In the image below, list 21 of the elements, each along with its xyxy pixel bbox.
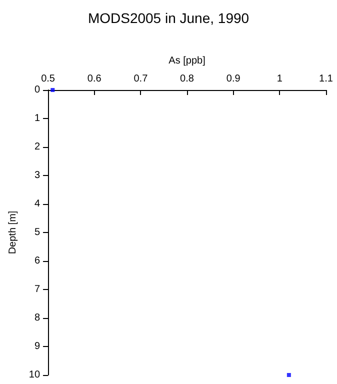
chart-title: MODS2005 in June, 1990 xyxy=(88,10,250,26)
x-tick-label: 1.1 xyxy=(319,74,334,84)
y-tick-label: 10 xyxy=(28,370,40,380)
y-tick-label: 4 xyxy=(34,198,40,210)
y-tick-label: 7 xyxy=(34,284,40,295)
y-tick-label: 0 xyxy=(34,84,40,96)
y-tick-label: 5 xyxy=(34,227,40,238)
y-axis-title: Depth [m] xyxy=(8,210,18,254)
y-tick-label: 9 xyxy=(34,341,40,352)
y-tick-label: 6 xyxy=(34,256,40,266)
y-tick-label: 8 xyxy=(34,312,40,324)
x-tick-label: 0.6 xyxy=(87,74,102,84)
x-tick-label: 0.7 xyxy=(134,74,148,84)
x-tick-label: 0.5 xyxy=(41,74,56,84)
y-tick-label: 2 xyxy=(34,142,40,152)
x-axis-title: As [ppb] xyxy=(168,56,206,66)
y-tick-label: 3 xyxy=(34,170,40,181)
x-tick-label: 0.8 xyxy=(180,74,194,84)
y-tick-label: 1 xyxy=(34,113,40,124)
x-tick-label: 0.9 xyxy=(226,74,241,84)
x-tick-label: 1 xyxy=(276,74,283,84)
